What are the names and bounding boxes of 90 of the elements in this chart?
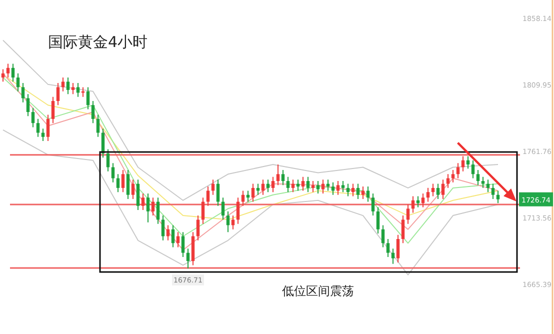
candlestick [486,179,490,193]
candlestick [496,190,500,204]
candlestick [231,215,235,230]
candlestick [351,183,355,197]
candlestick [51,96,55,124]
candlestick [56,82,60,106]
candlestick [226,210,230,233]
candlestick [21,82,25,103]
text: 国际黄金4小时 [48,33,148,51]
candlestick [236,197,240,224]
candlestick [306,176,310,193]
candlestick [436,183,440,200]
candlestick [431,183,435,197]
candlestick [426,187,430,202]
candlestick [36,118,40,138]
candlestick [26,94,30,117]
candlestick [481,176,485,188]
candlestick [91,100,95,124]
candlestick [356,183,360,200]
candlestick [286,176,290,193]
candlestick [371,192,375,216]
candlestick [206,186,210,206]
annotation: 低位区间震荡 [282,284,354,298]
candlestick [11,63,15,82]
candlestick [346,183,350,197]
candlestick [136,179,140,211]
candlestick [276,164,280,186]
candlestick [186,248,190,269]
candlestick [441,179,445,200]
candlestick [116,174,120,193]
candlestick [126,169,130,200]
candlestick [336,180,340,196]
candlestick [176,232,180,248]
candlestick [131,179,135,200]
candlestick [266,179,270,193]
candlestick [171,224,175,248]
candlestick [106,148,110,172]
candlestick [376,206,380,234]
candlestick [321,179,325,194]
candlestick [16,72,20,92]
candlestick [221,197,225,220]
candlestick [156,197,160,224]
candlestick [46,114,50,142]
candlestick [476,169,480,186]
candlestick [121,169,125,193]
candlestick [471,160,475,179]
candlestick [76,82,80,98]
candlestick [1,68,5,82]
candlestick [331,182,335,196]
candlestick [366,186,370,202]
candlestick [201,197,205,224]
candlestick [161,215,165,241]
candlestick [146,192,150,223]
candlestick [451,169,455,183]
candlestick [251,183,255,202]
candlestick [386,238,390,258]
candlestick [96,114,100,138]
candlestick [466,156,470,170]
candlestick [111,162,115,183]
candlestick [6,63,10,78]
candlestick [381,224,385,248]
candlestick [71,82,75,95]
candlestick [86,86,90,110]
candlestick [151,197,155,216]
candlestick [301,176,305,192]
candlestick [456,162,460,179]
candlestick [396,234,400,263]
candlestick [271,176,275,193]
candlestick [361,186,365,200]
candlestick [406,204,410,224]
candlestick [181,232,185,258]
line-series [2,129,498,276]
candlestick [311,180,315,193]
candlestick [411,196,415,214]
candlestick [491,183,495,200]
candlestick [196,215,200,241]
candlestick [216,179,220,206]
candlestick [41,128,45,142]
candlestick [446,174,450,188]
candlestick [61,77,65,92]
candlestick [341,180,345,193]
candlestick [421,192,425,208]
candlestick [31,107,35,128]
candlestick [391,248,395,264]
candlestick [66,77,70,95]
candlestick [281,169,285,186]
candlestick [401,215,405,244]
candlestick [316,180,320,194]
candlestick [141,192,145,211]
candlestick [291,179,295,193]
